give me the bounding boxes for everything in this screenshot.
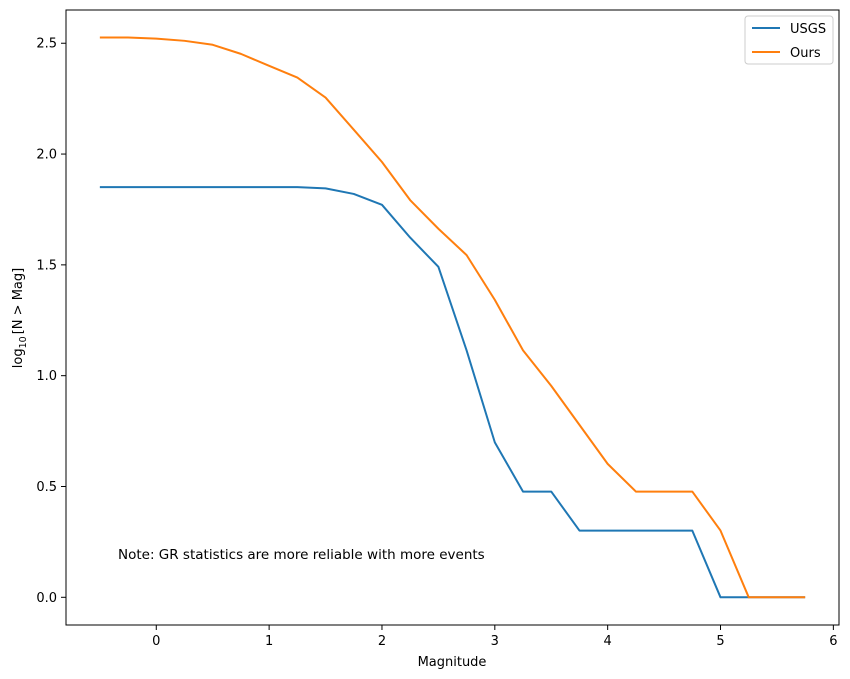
y-axis-label-log: log — [11, 348, 26, 368]
x-tick-label: 4 — [604, 634, 612, 649]
legend: USGS Ours — [744, 15, 834, 65]
x-tick-label: 5 — [716, 634, 724, 649]
series-line-ours — [99, 36, 806, 599]
y-tick-label: 1.0 — [36, 369, 57, 384]
series-layer — [99, 36, 806, 599]
x-tick-label: 0 — [152, 634, 160, 649]
y-axis-label-sub: 10 — [18, 336, 29, 348]
series-line-usgs — [99, 186, 806, 599]
plot-area — [66, 10, 839, 625]
y-axis-label: log10 [N > Mag] — [11, 268, 29, 368]
legend-label-ours: Ours — [790, 46, 821, 61]
y-tick-label: 2.0 — [36, 148, 57, 163]
legend-label-usgs: USGS — [790, 22, 826, 37]
x-tick-label: 2 — [378, 634, 386, 649]
axes-frame — [65, 9, 840, 626]
y-tick-label: 0.0 — [36, 591, 57, 606]
x-axis-label: Magnitude — [418, 655, 487, 670]
x-tick-label: 3 — [491, 634, 499, 649]
ticks-layer: 0 1 2 3 4 5 6 0.0 0.5 1.0 1.5 2.0 2.5 — [36, 37, 837, 649]
y-axis-label-rest: [N > Mag] — [11, 268, 26, 334]
x-tick-label: 6 — [829, 634, 837, 649]
x-tick-label: 1 — [265, 634, 273, 649]
y-tick-label: 0.5 — [36, 480, 57, 495]
axes-background — [66, 10, 839, 625]
y-tick-label: 2.5 — [36, 37, 57, 52]
note-annotation: Note: GR statistics are more reliable wi… — [118, 547, 485, 563]
y-tick-label: 1.5 — [36, 258, 57, 273]
